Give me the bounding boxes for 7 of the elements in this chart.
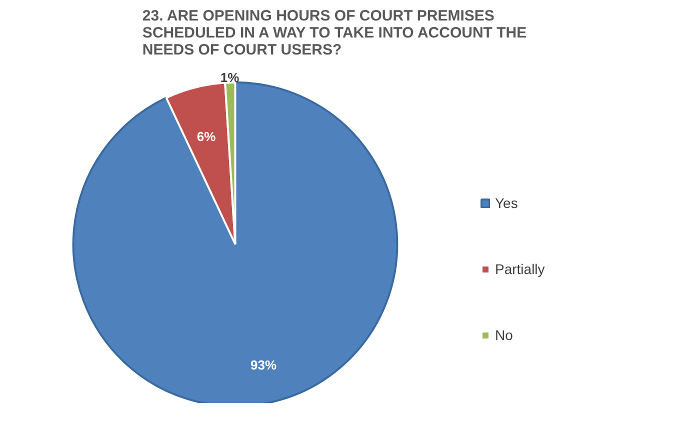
data-label: 93% (250, 357, 277, 372)
chart-title: 23. ARE OPENING HOURS OF COURT PREMISES SCHEDULED IN A WAY TO TAKE INTO ACCOUNT THE NEEDS OF COURT USERS? (142, 8, 527, 58)
data-label: 1% (220, 70, 240, 85)
legend-label: Yes (495, 195, 518, 211)
legend-label: Partially (495, 261, 545, 277)
legend-label: No (495, 327, 514, 343)
data-label: 6% (196, 129, 216, 144)
